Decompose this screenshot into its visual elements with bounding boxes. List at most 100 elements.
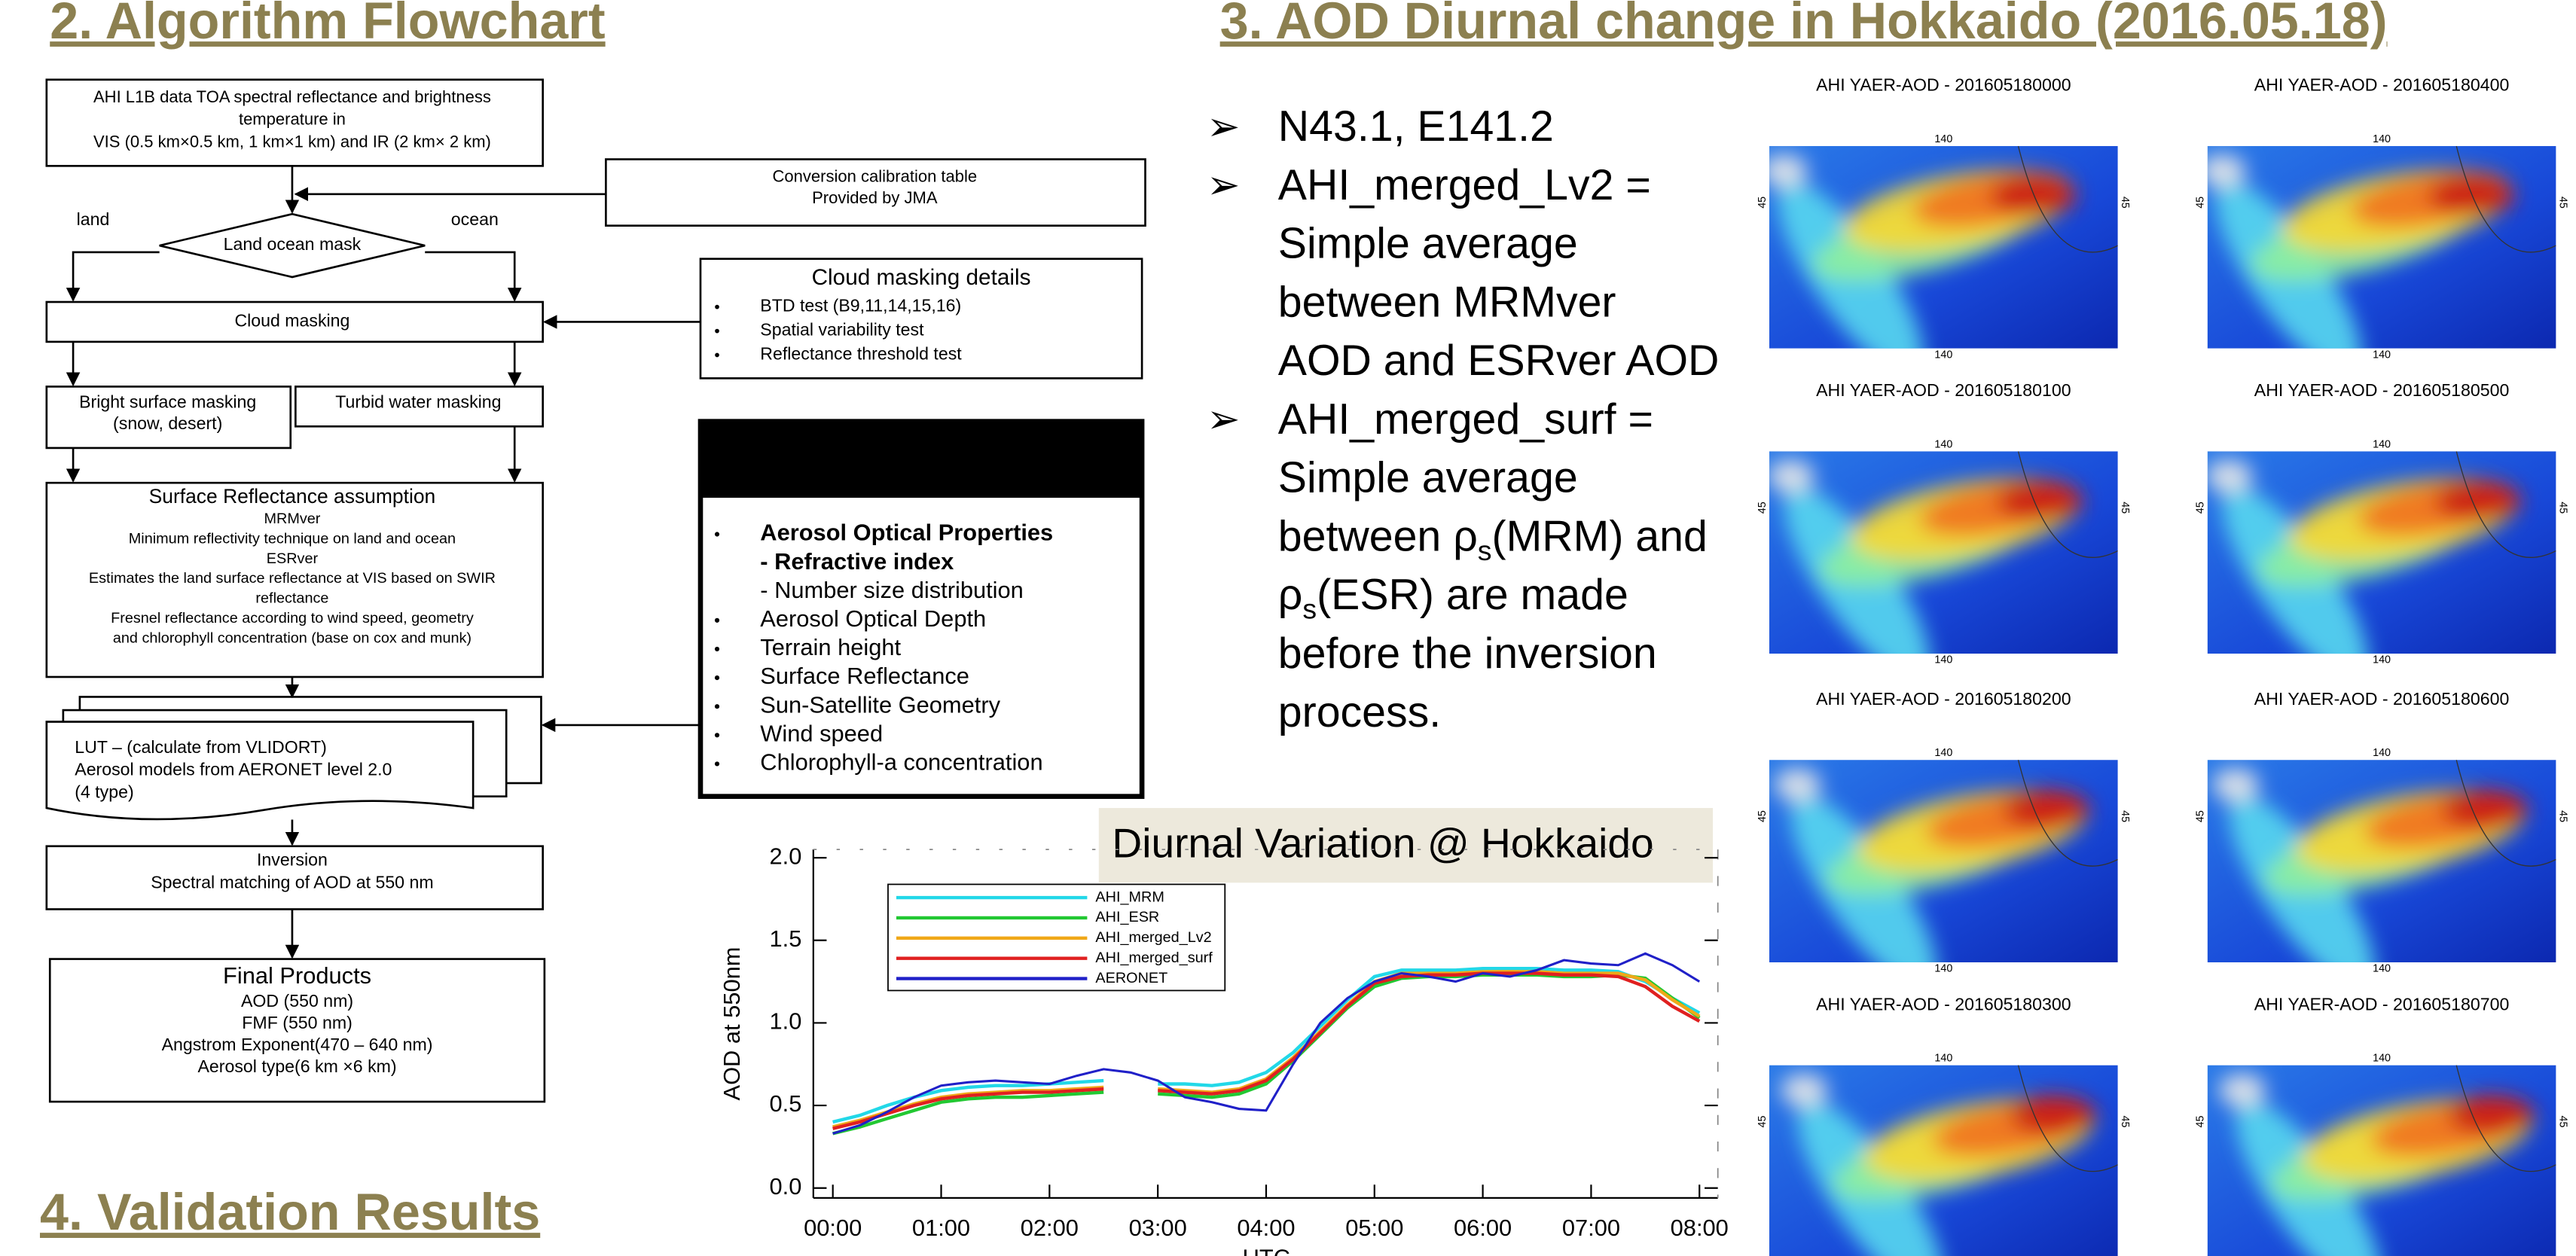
- text: AHI YAER-AOD - 201605180200: [1816, 689, 2071, 709]
- bullet-text: Simple average: [1278, 454, 1578, 502]
- text: Surface Reflectance assumption: [149, 485, 436, 508]
- section-title: 4. Validation Results: [40, 1184, 540, 1241]
- text: 140: [2373, 438, 2391, 450]
- text: 140: [1934, 963, 1952, 975]
- text: ESRver: [267, 550, 319, 567]
- x-tick-label: 01:00: [912, 1215, 970, 1241]
- plume: [1990, 175, 2077, 216]
- map-image: [1769, 1065, 2118, 1256]
- bullet: [714, 532, 720, 537]
- text-run: between ρ: [1278, 512, 1478, 560]
- text: ➢: [1207, 163, 1240, 208]
- map-image: [2207, 1065, 2556, 1256]
- box: [45, 481, 544, 678]
- text: Turbid water masking: [335, 392, 501, 412]
- legend-label: AHI_MRM: [1095, 889, 1164, 905]
- text: 45: [2195, 197, 2207, 209]
- text: 140: [1934, 438, 1952, 450]
- coastline: [2017, 760, 2118, 867]
- series-line: [832, 970, 1701, 1129]
- text: land: [77, 209, 110, 229]
- aerosol-plume: [1769, 154, 2077, 349]
- text: 140: [2373, 747, 2391, 759]
- y-tick-label: 0.0: [770, 1173, 802, 1200]
- text: 45: [2195, 501, 2207, 514]
- box: [45, 78, 544, 167]
- text: 45: [2119, 501, 2131, 514]
- plume: [2212, 768, 2260, 802]
- text: VIS (0.5 km×0.5 km, 1 km×1 km) and IR (2…: [93, 132, 491, 151]
- aerosol-plume: [2207, 459, 2522, 654]
- text: ➢: [1207, 105, 1240, 149]
- text: Reflectance threshold test: [760, 344, 962, 364]
- plume: [1774, 768, 1821, 802]
- text: Minimum reflectivity technique on land a…: [129, 530, 456, 547]
- text: and chlorophyll concentration (base on c…: [113, 630, 472, 647]
- diamond: [159, 212, 426, 279]
- text: - Refractive index: [760, 548, 954, 575]
- section-title: 3. AOD Diurnal change in Hokkaido (2016.…: [1220, 0, 2388, 50]
- text: AHI L1B data TOA spectral reflectance an…: [93, 87, 491, 106]
- bullet: [714, 704, 720, 709]
- arrow: [425, 251, 522, 302]
- map-image: [2207, 760, 2556, 962]
- box: [295, 386, 544, 428]
- chart-title: Diurnal Variation @ Hokkaido: [1112, 819, 1653, 866]
- text: 140: [2373, 1053, 2391, 1065]
- box: [699, 258, 1143, 380]
- bullet: [715, 304, 719, 309]
- text: 45: [2119, 1116, 2131, 1128]
- x-tick-label: 05:00: [1345, 1215, 1403, 1241]
- series-line: [832, 952, 1701, 1135]
- coastline: [2017, 1065, 2118, 1172]
- plume: [2448, 1095, 2535, 1136]
- y-tick-label: 1.5: [770, 925, 802, 952]
- map-image: [1769, 451, 2118, 654]
- map-image: [2207, 145, 2556, 349]
- text: 45: [2119, 810, 2131, 822]
- document-box: [45, 721, 475, 821]
- text: LUT – (calculate from VLIDORT): [75, 737, 327, 757]
- text: 45: [2195, 810, 2207, 822]
- arrow: [66, 251, 160, 302]
- bullet-text: AHI_merged_surf =: [1278, 395, 1653, 444]
- aerosol-plume: [2212, 768, 2528, 962]
- map-image: [2207, 451, 2556, 654]
- plume: [2434, 480, 2522, 521]
- aerosol-plume: [1774, 768, 2090, 962]
- text: 140: [1934, 349, 1952, 361]
- text: Spatial variability test: [760, 320, 924, 340]
- text: AHI YAER-AOD - 201605180000: [1816, 75, 2071, 95]
- text-run: (ESR) are made: [1317, 571, 1628, 619]
- coastline: [2455, 451, 2556, 559]
- y-tick-label: 2.0: [770, 843, 802, 869]
- text: MRMver: [264, 511, 320, 527]
- plume: [2003, 789, 2090, 830]
- aerosol-plume: [2207, 154, 2515, 349]
- text: (4 type): [75, 782, 133, 801]
- text: AHI YAER-AOD - 201605180600: [2254, 689, 2510, 709]
- text: Aerosol type(6 km ×6 km): [197, 1056, 396, 1076]
- bullet: [715, 352, 719, 358]
- text: reflectance: [255, 590, 328, 607]
- bullet-text: between MRMver: [1278, 278, 1616, 326]
- text: Terrain height: [760, 634, 901, 660]
- text: 45: [2556, 501, 2568, 514]
- text: 140: [2373, 349, 2391, 361]
- bullet-text: process.: [1278, 688, 1441, 736]
- text: (VLIDORT): [855, 463, 987, 492]
- box: [45, 845, 544, 910]
- bullet-text: AOD and ESRver AOD: [1278, 337, 1720, 385]
- text: Land ocean mask: [224, 234, 362, 254]
- text: Cloud masking details: [812, 265, 1031, 290]
- text: AHI YAER-AOD - 201605180400: [2254, 75, 2510, 95]
- box: [48, 958, 546, 1103]
- text: FMF (550 nm): [242, 1013, 352, 1032]
- plume: [1769, 459, 1814, 493]
- text: 140: [1934, 747, 1952, 759]
- text: Spectral matching of AOD at 550 nm: [151, 872, 433, 892]
- text: ➢: [1207, 398, 1240, 442]
- series-line: [832, 966, 1701, 1124]
- text: 45: [2119, 197, 2131, 209]
